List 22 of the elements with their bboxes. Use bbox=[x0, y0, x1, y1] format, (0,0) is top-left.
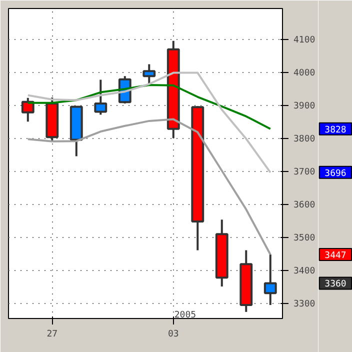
y-tick-label: 3300 bbox=[294, 300, 316, 310]
y-tick-label: 3900 bbox=[294, 102, 316, 112]
y-tick-label: 4000 bbox=[294, 68, 316, 79]
text: 3360 bbox=[324, 280, 346, 290]
line-series bbox=[26, 72, 272, 174]
y-tick-label: 3800 bbox=[294, 134, 316, 145]
text: 3696 bbox=[324, 168, 346, 179]
line-series bbox=[26, 118, 272, 256]
x-tick-label: 27 bbox=[46, 330, 58, 340]
y-tick-label: 3600 bbox=[294, 200, 316, 211]
candlestick bbox=[264, 254, 277, 306]
annotation: 2005 bbox=[174, 310, 196, 320]
candlestick bbox=[94, 78, 108, 116]
candlestick bbox=[142, 63, 156, 84]
candlestick bbox=[21, 96, 34, 123]
x-tick-label: 03 bbox=[168, 330, 179, 340]
y-tick-label: 3400 bbox=[294, 266, 316, 277]
y-tick-label: 3700 bbox=[294, 168, 316, 178]
y-tick-label: 4100 bbox=[294, 36, 316, 46]
text: 3828 bbox=[324, 125, 346, 136]
y-tick-label: 3500 bbox=[294, 234, 316, 244]
text: 3447 bbox=[324, 251, 346, 262]
